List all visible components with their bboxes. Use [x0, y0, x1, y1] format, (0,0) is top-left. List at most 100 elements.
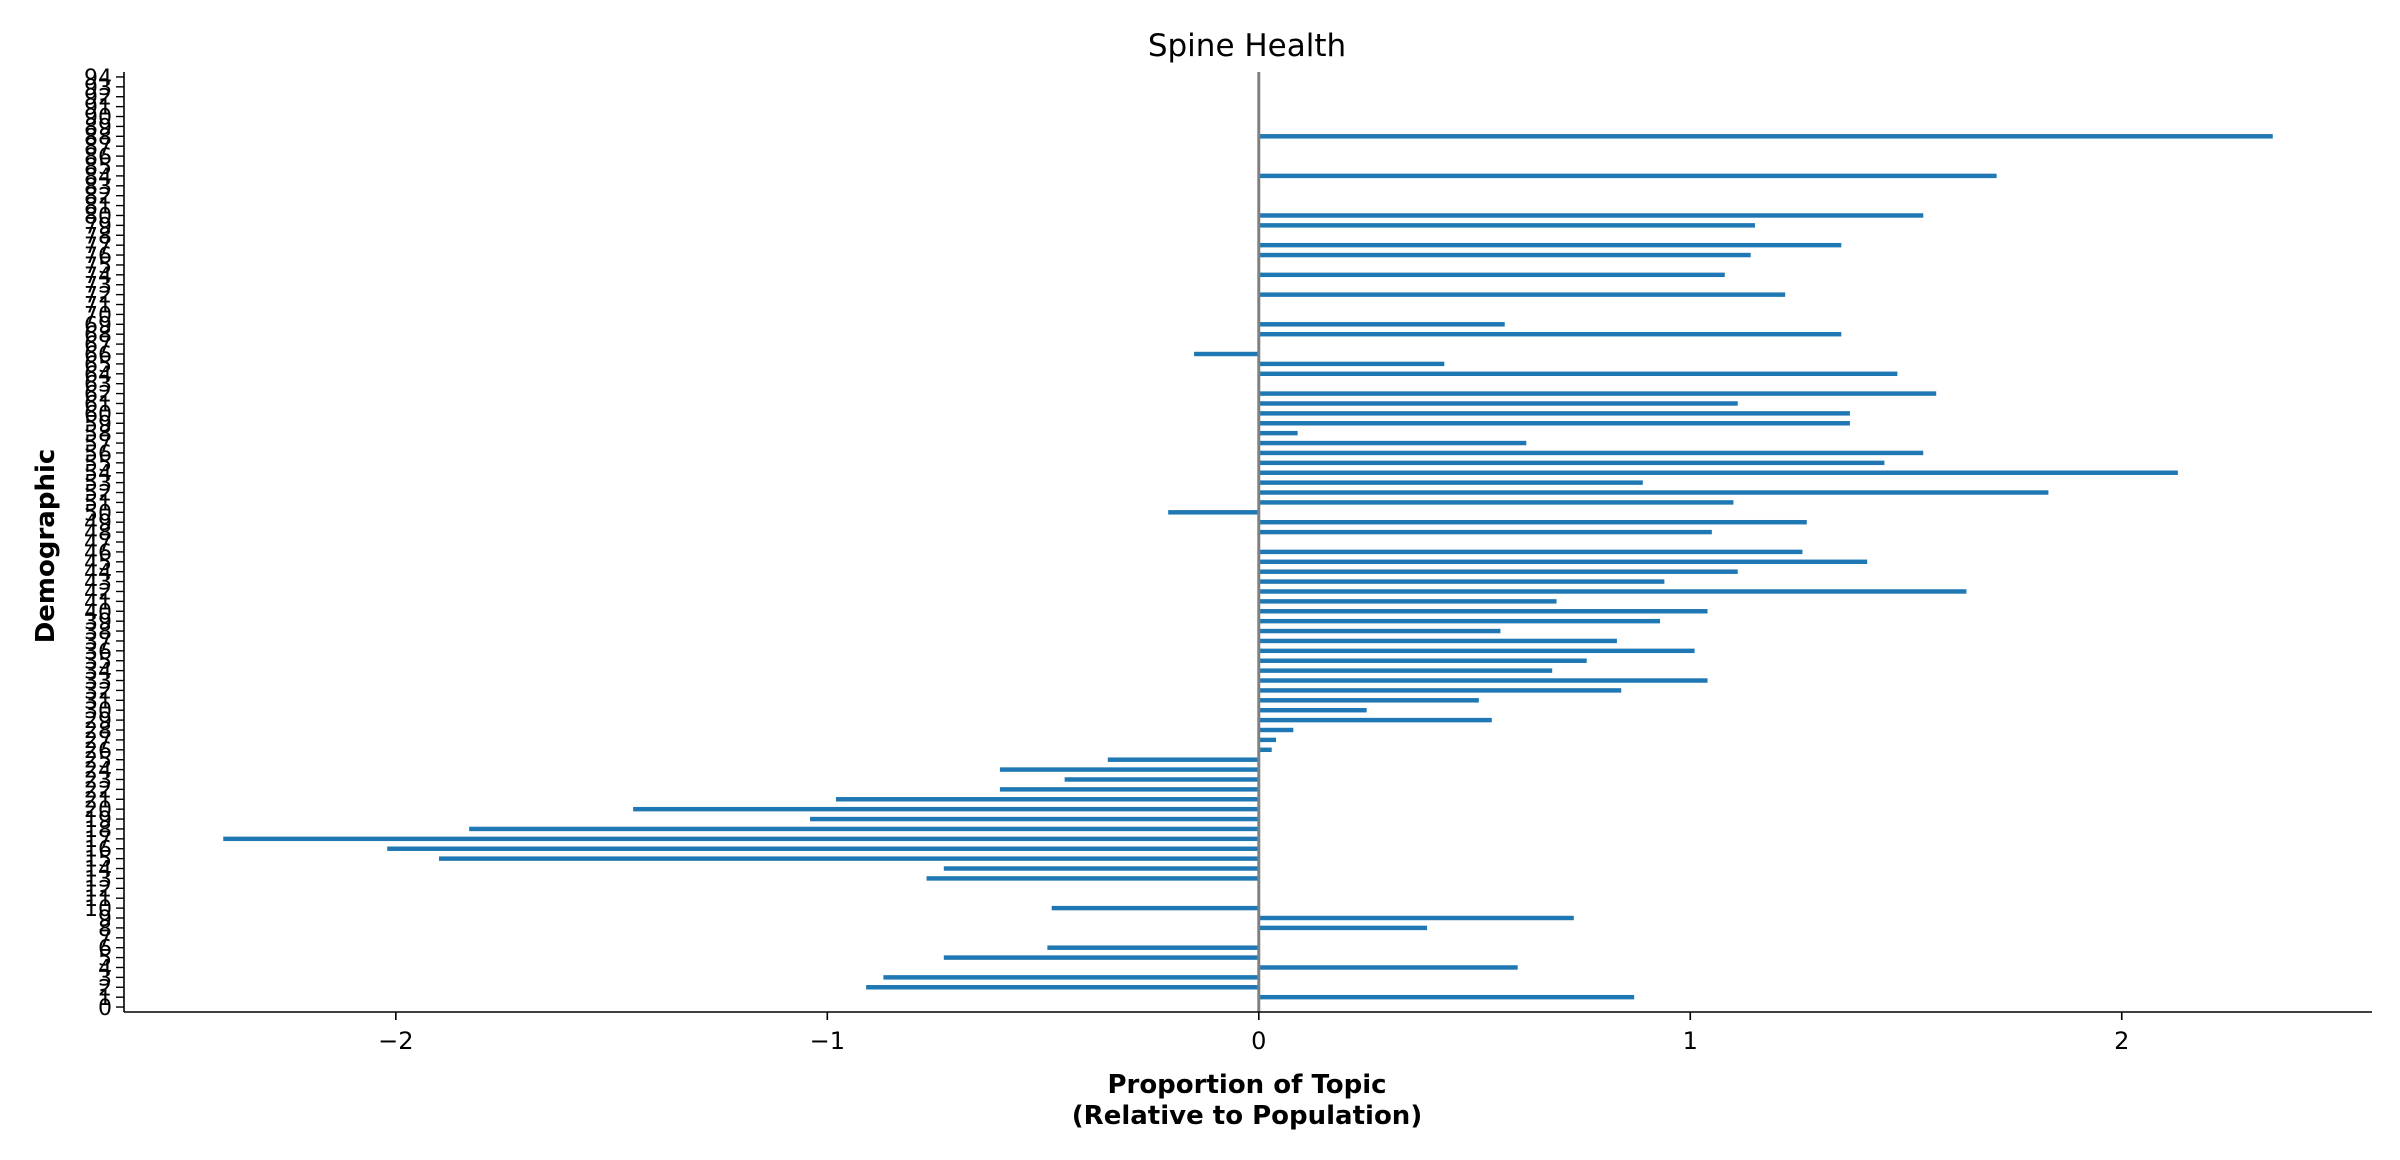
y-tick-label: 69 — [84, 313, 112, 338]
y-tick-label: 58 — [84, 422, 112, 447]
y-tick-label: 37 — [84, 630, 112, 655]
y-tick-label: 90 — [84, 106, 112, 131]
y-tick-label: 12 — [84, 877, 112, 902]
y-tick-label: 79 — [84, 214, 112, 239]
y-tick-label: 26 — [84, 739, 112, 764]
y-tick-label: 39 — [84, 610, 112, 635]
y-tick-label: 83 — [84, 175, 112, 200]
bar-65 — [1258, 361, 1445, 367]
bar-51 — [1258, 500, 1734, 505]
y-tick-label: 27 — [84, 729, 112, 754]
bar-68 — [1258, 331, 1842, 337]
y-tick-label: 13 — [84, 867, 112, 892]
bar-26 — [1258, 747, 1272, 753]
bar-5 — [943, 955, 1259, 960]
bar-37 — [1258, 638, 1617, 644]
bar-80 — [1258, 213, 1924, 218]
y-tick-label: 7 — [98, 927, 112, 952]
y-tick-label: 93 — [84, 76, 112, 101]
y-tick-label: 85 — [84, 155, 112, 180]
bar-46 — [1258, 549, 1803, 555]
y-tick-label: 15 — [84, 848, 112, 873]
y-tick-label: 4 — [98, 956, 112, 981]
y-tick-label: 80 — [84, 204, 112, 229]
bar-36 — [1258, 648, 1695, 654]
chart-title: Spine Health — [1148, 28, 1346, 64]
y-tick-label: 74 — [84, 264, 112, 289]
bar-62 — [1258, 391, 1937, 396]
bar-79 — [1258, 223, 1755, 228]
y-tick-label: 1 — [98, 986, 112, 1011]
y-tick-label: 30 — [84, 699, 112, 724]
y-tick-label: 19 — [84, 808, 112, 833]
x-tick-label: −1 — [810, 1027, 845, 1055]
x-axis-label-line2: (Relative to Population) — [1072, 1101, 1422, 1131]
y-tick-label: 75 — [84, 254, 112, 279]
bar-44 — [1258, 569, 1738, 574]
y-tick-label: 47 — [84, 531, 112, 556]
y-tick-label: 57 — [84, 432, 112, 457]
y-tick-label: 21 — [84, 788, 112, 813]
y-tick-label: 20 — [84, 798, 112, 823]
bar-32 — [1258, 688, 1622, 693]
y-tick-label: 88 — [84, 125, 112, 150]
y-tick-label: 32 — [84, 679, 112, 704]
y-tick-label: 6 — [98, 937, 112, 962]
bar-22 — [999, 787, 1259, 792]
bar-41 — [1258, 599, 1557, 604]
bar-9 — [1258, 915, 1574, 921]
y-tick-label: 23 — [84, 768, 112, 793]
y-axis-ticks: 0123456789101112131415161718192021222324… — [84, 66, 124, 1021]
y-tick-label: 25 — [84, 749, 112, 774]
y-tick-label: 43 — [84, 571, 112, 596]
y-tick-label: 78 — [84, 224, 112, 249]
y-tick-label: 56 — [84, 442, 112, 467]
bar-69 — [1258, 322, 1505, 327]
y-tick-label: 14 — [84, 858, 112, 883]
bar-48 — [1258, 529, 1712, 535]
y-tick-label: 28 — [84, 719, 112, 744]
y-tick-label: 38 — [84, 620, 112, 645]
x-tick-label: 2 — [2114, 1027, 2129, 1055]
x-axis-ticks: −2 −1 0 1 2 — [378, 1012, 2129, 1055]
y-tick-label: 76 — [84, 244, 112, 269]
bar-49 — [1258, 519, 1807, 525]
bar-38 — [1258, 628, 1501, 634]
bar-40 — [1258, 609, 1708, 614]
y-tick-label: 5 — [98, 947, 112, 972]
y-tick-label: 71 — [84, 294, 112, 319]
bar-72 — [1258, 292, 1786, 297]
x-axis-label-line1: Proportion of Topic — [1107, 1070, 1386, 1100]
bar-28 — [1258, 727, 1294, 733]
y-tick-label: 54 — [84, 462, 112, 487]
y-tick-label: 45 — [84, 551, 112, 576]
y-axis-label: Demographic — [31, 449, 61, 644]
y-tick-label: 31 — [84, 689, 112, 714]
bar-21 — [835, 797, 1259, 802]
y-tick-label: 16 — [84, 838, 112, 863]
bar-59 — [1258, 421, 1850, 426]
bar-17 — [223, 836, 1259, 842]
bar-88 — [1258, 134, 2273, 139]
y-tick-label: 94 — [84, 66, 112, 91]
y-tick-label: 29 — [84, 709, 112, 734]
y-tick-label: 36 — [84, 640, 112, 665]
bar-55 — [1258, 460, 1885, 466]
y-tick-label: 35 — [84, 650, 112, 675]
bar-35 — [1258, 658, 1587, 663]
bar-20 — [633, 806, 1259, 812]
y-tick-label: 49 — [84, 511, 112, 536]
y-tick-label: 24 — [84, 759, 112, 784]
bar-6 — [1047, 945, 1259, 950]
bar-60 — [1258, 411, 1850, 416]
bar-15 — [438, 856, 1259, 861]
y-tick-label: 91 — [84, 96, 112, 121]
y-tick-label: 33 — [84, 670, 112, 695]
bars-group — [223, 134, 2273, 1000]
bar-31 — [1258, 698, 1479, 703]
y-tick-label: 65 — [84, 353, 112, 378]
y-tick-label: 18 — [84, 818, 112, 843]
y-tick-label: 63 — [84, 373, 112, 398]
y-tick-label: 68 — [84, 323, 112, 348]
y-tick-label: 87 — [84, 135, 112, 160]
